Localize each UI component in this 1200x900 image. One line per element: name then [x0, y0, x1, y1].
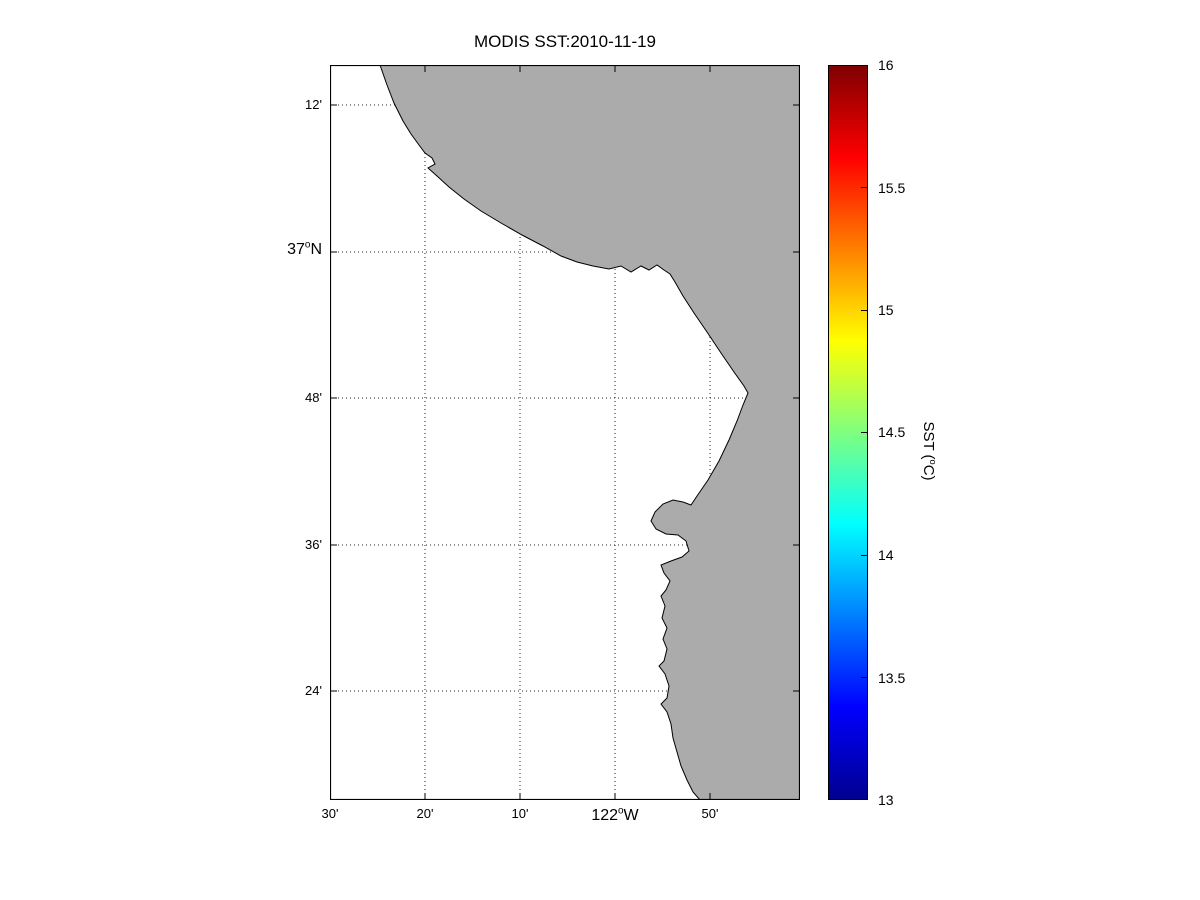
colorbar-tick-14: 14	[878, 547, 894, 563]
colorbar-tick-15: 15	[878, 302, 894, 318]
x-tick-122W: 122oW	[591, 805, 639, 824]
y-tick-36min: 36'	[305, 537, 322, 552]
colorbar-tick-mark	[861, 799, 867, 800]
y-tick-37N: 37oN	[287, 239, 322, 258]
y-tick-48min: 48'	[305, 390, 322, 405]
plot-title: MODIS SST:2010-11-19	[473, 32, 657, 51]
colorbar-tick-14-5: 14.5	[878, 424, 906, 440]
degree-sup: o	[304, 239, 311, 251]
x-tick-30min: 30'	[321, 806, 339, 821]
colorbar-tick-15-5: 15.5	[878, 180, 906, 196]
degree-sup: o	[618, 805, 624, 817]
colorbar-tick-mark	[861, 432, 867, 433]
x-tick-50min: 50'	[701, 806, 719, 821]
map-plot	[330, 65, 800, 800]
colorbar-tick-mark	[861, 555, 867, 556]
colorbar-tick-mark	[861, 310, 867, 311]
y-tick-12min: 12'	[305, 97, 322, 112]
colorbar-tick-mark	[861, 677, 867, 678]
colorbar-tick-mark	[861, 65, 867, 66]
plot-border	[330, 65, 800, 800]
land-polygon	[379, 65, 800, 800]
colorbar-label: SST (oC)	[920, 421, 938, 481]
y-tick-24min: 24'	[305, 683, 322, 698]
colorbar-tick-16: 16	[878, 57, 894, 73]
colorbar-tick-13: 13	[878, 792, 894, 808]
colorbar-tick-13-5: 13.5	[878, 670, 906, 686]
x-tick-10min: 10'	[511, 806, 529, 821]
x-tick-20min: 20'	[416, 806, 434, 821]
colorbar-tick-mark	[861, 187, 867, 188]
axis-tick-marks	[330, 65, 800, 800]
